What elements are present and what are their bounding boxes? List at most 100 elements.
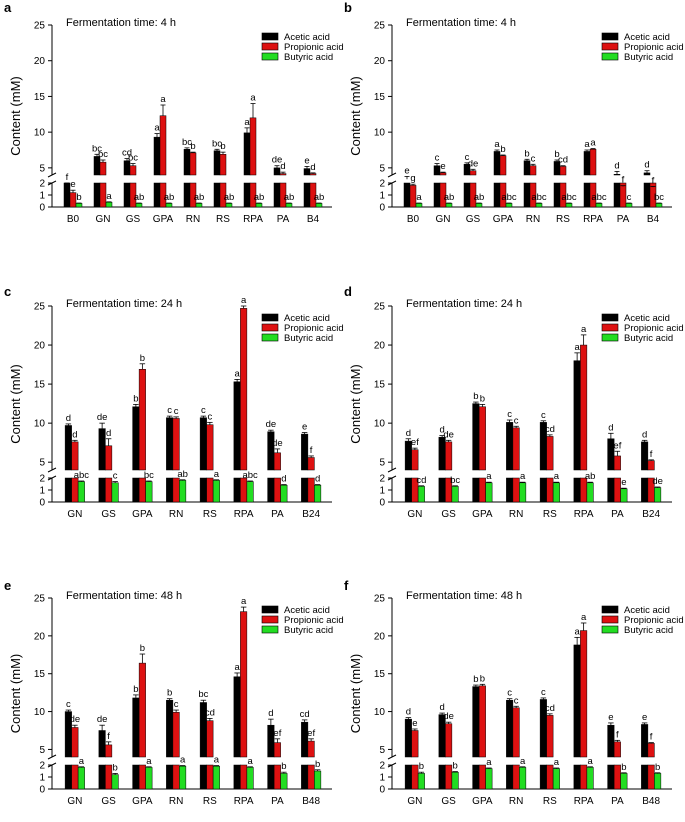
- bar-propionic-rs-lower: [219, 182, 227, 208]
- y-tick-label: 20: [34, 341, 46, 352]
- bar-acetic-gn-lower: [64, 764, 72, 790]
- bar-propionic-rpa-lower: [580, 764, 588, 790]
- significance-letter: b: [480, 393, 485, 404]
- bar-propionic-gn-upper: [411, 730, 419, 758]
- bar-propionic-pa-upper: [273, 452, 281, 471]
- significance-letter: abc: [501, 192, 517, 203]
- bar-acetic-pa-lower: [267, 764, 275, 790]
- bar-propionic-gs-lower: [469, 182, 477, 208]
- significance-letter: b: [419, 761, 424, 772]
- axis-break-mark: [387, 754, 397, 760]
- significance-letter: f: [66, 172, 69, 183]
- significance-letter: c: [66, 699, 71, 710]
- legend-swatch-acetic: [601, 32, 619, 41]
- significance-letter: e: [304, 155, 309, 166]
- bar-acetic-pa-upper: [607, 724, 615, 758]
- bar-acetic-gpa-lower: [493, 182, 501, 208]
- bar-acetic-b4-upper: [303, 168, 311, 176]
- x-tick-label: GS: [441, 796, 456, 807]
- bar-propionic-rpa-lower: [240, 764, 248, 790]
- bar-butyric-rn: [195, 203, 203, 208]
- legend-label-acetic: Acetic acid: [624, 32, 670, 43]
- y-tick-label: 25: [374, 594, 386, 605]
- significance-letter: ab: [134, 192, 145, 203]
- bar-propionic-gpa-upper: [138, 369, 146, 471]
- bar-propionic-rs-lower: [206, 477, 214, 503]
- significance-letter: cd: [558, 155, 568, 166]
- legend-swatch-butyric: [261, 333, 279, 342]
- bar-acetic-pa-lower: [613, 182, 621, 208]
- x-tick-label: GN: [436, 214, 451, 225]
- bar-acetic-rn-lower: [523, 182, 531, 208]
- significance-letter: c: [201, 405, 206, 416]
- bar-propionic-pa-lower: [279, 182, 287, 208]
- bar-acetic-rpa-lower: [573, 477, 581, 503]
- legend-swatch-propionic: [601, 42, 619, 51]
- bar-acetic-rs-lower: [213, 182, 221, 208]
- chart-title: Fermentation time: 24 h: [66, 298, 182, 310]
- significance-letter: b: [76, 192, 81, 203]
- legend-label-propionic: Propionic acid: [624, 42, 684, 53]
- significance-letter: ab: [164, 192, 175, 203]
- bar-acetic-b24-upper: [641, 441, 649, 471]
- bar-acetic-rs-lower: [539, 477, 547, 503]
- x-tick-label: RPA: [574, 796, 594, 807]
- significance-letter: a: [214, 755, 220, 766]
- bar-acetic-gn-lower: [64, 477, 72, 503]
- bar-butyric-pa: [280, 773, 288, 790]
- x-tick-label: GS: [101, 796, 116, 807]
- bar-butyric-gpa: [485, 768, 493, 790]
- bar-acetic-gpa-upper: [472, 403, 480, 471]
- legend-label-propionic: Propionic acid: [284, 615, 344, 626]
- bar-butyric-gpa: [145, 481, 153, 503]
- bar-butyric-gs: [135, 203, 143, 208]
- bar-butyric-rpa: [586, 767, 594, 790]
- legend-swatch-acetic: [601, 313, 619, 322]
- significance-letter: a: [554, 471, 560, 482]
- bar-propionic-gpa-upper: [159, 115, 167, 176]
- x-tick-label: RS: [203, 509, 217, 520]
- bar-propionic-rs-upper: [546, 715, 554, 758]
- significance-letter: e: [404, 165, 409, 176]
- significance-letter: de: [272, 438, 283, 449]
- bar-butyric-gs: [111, 774, 119, 790]
- y-tick-label: 0: [379, 498, 385, 509]
- y-tick-label: 2: [379, 474, 385, 485]
- significance-letter: b: [281, 761, 286, 772]
- significance-letter: a: [584, 139, 590, 150]
- significance-letter: b: [500, 144, 505, 155]
- x-tick-label: RPA: [234, 796, 254, 807]
- significance-letter: bc: [198, 689, 208, 700]
- x-tick-label: GS: [126, 214, 141, 225]
- bar-acetic-rn-upper: [506, 699, 514, 758]
- significance-letter: d: [439, 702, 444, 713]
- significance-letter: c: [113, 471, 118, 482]
- bar-propionic-gn-lower: [71, 764, 79, 790]
- significance-letter: ef: [273, 728, 281, 739]
- bar-butyric-gn: [417, 486, 425, 503]
- significance-letter: b: [140, 353, 145, 364]
- chart-panel-c: c Fermentation time: 24 h Content (mM) 5 10 1…: [4, 284, 344, 520]
- bar-butyric-b4: [315, 203, 323, 208]
- bar-acetic-gs-upper: [98, 428, 106, 471]
- significance-letter: a: [79, 756, 85, 767]
- y-tick-label: 20: [374, 341, 386, 352]
- panel-label: b: [344, 0, 352, 15]
- bar-butyric-gs: [451, 486, 459, 503]
- significance-letter: a: [250, 93, 256, 104]
- bar-butyric-b24: [654, 487, 662, 503]
- bar-acetic-b48-upper: [641, 724, 649, 758]
- panel-label: a: [4, 0, 12, 15]
- bar-propionic-rs-upper: [559, 166, 567, 176]
- bar-butyric-gn: [417, 773, 425, 790]
- legend-swatch-propionic: [261, 42, 279, 51]
- bar-propionic-rpa-upper: [580, 630, 588, 758]
- bar-butyric-gs: [451, 771, 459, 790]
- bar-propionic-rs-lower: [206, 764, 214, 790]
- legend-label-butyric: Butyric acid: [284, 52, 333, 63]
- significance-letter: d: [106, 428, 111, 439]
- significance-letter: a: [234, 368, 240, 379]
- legend-swatch-propionic: [261, 615, 279, 624]
- legend-swatch-acetic: [261, 313, 279, 322]
- y-tick-label: 15: [34, 92, 46, 103]
